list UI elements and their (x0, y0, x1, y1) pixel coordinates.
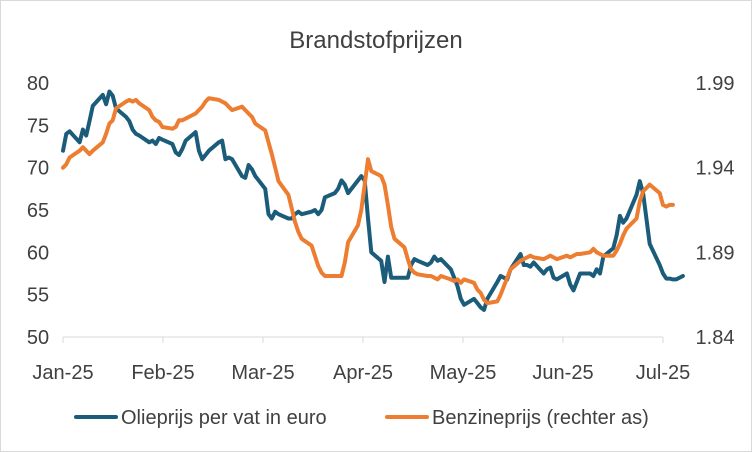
left-tick-label: 70 (27, 158, 49, 180)
x-tick-label: May-25 (430, 362, 497, 384)
series-line-olieprijs (61, 89, 685, 312)
right-tick-label: 1.84 (696, 327, 735, 349)
left-y-axis: 50 55 60 65 70 75 80 (27, 73, 49, 349)
x-tick-label: Mar-25 (231, 362, 294, 384)
right-y-axis: 1.84 1.89 1.94 1.99 (696, 73, 735, 349)
x-axis: Jan-25 Feb-25 Mar-25 Apr-25 May-25 Jun-25 Jul-… (32, 336, 690, 384)
legend-label: Benzineprijs (rechter as) (432, 407, 649, 429)
x-tick-label: Jul-25 (636, 362, 690, 384)
x-tick-label: Apr-25 (333, 362, 393, 384)
legend: Olieprijs per vat in euro Benzineprijs (r… (74, 407, 649, 429)
x-tick-label: Feb-25 (131, 362, 194, 384)
x-tick-label: Jan-25 (32, 362, 93, 384)
left-tick-label: 50 (27, 327, 49, 349)
left-tick-label: 80 (27, 73, 49, 95)
chart-title: Brandstofprijzen (289, 27, 462, 54)
left-tick-label: 75 (27, 115, 49, 137)
right-tick-label: 1.94 (696, 158, 735, 180)
right-tick-label: 1.89 (696, 242, 735, 264)
left-tick-label: 60 (27, 242, 49, 264)
series-line-benzineprijs (61, 96, 675, 306)
right-tick-label: 1.99 (696, 73, 735, 95)
x-tick-label: Jun-25 (532, 362, 593, 384)
legend-label: Olieprijs per vat in euro (121, 407, 327, 429)
left-tick-label: 65 (27, 200, 49, 222)
left-tick-label: 55 (27, 285, 49, 307)
series-layer (61, 89, 685, 312)
